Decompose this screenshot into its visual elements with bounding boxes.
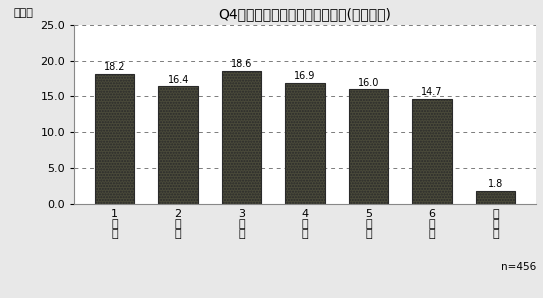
- Bar: [349, 89, 388, 204]
- Title: Q4現在国語を担当している学年(複数回答): Q4現在国語を担当している学年(複数回答): [219, 7, 392, 21]
- Text: n=456: n=456: [501, 262, 536, 272]
- Y-axis label: （％）: （％）: [13, 8, 33, 18]
- Text: 16.0: 16.0: [358, 77, 379, 88]
- Text: 16.9: 16.9: [294, 71, 315, 81]
- Text: 14.7: 14.7: [421, 87, 443, 97]
- Text: 18.2: 18.2: [104, 62, 125, 72]
- Bar: [222, 71, 261, 204]
- Bar: [95, 74, 134, 204]
- Bar: [412, 99, 452, 204]
- Text: 1.8: 1.8: [488, 179, 503, 189]
- Bar: [286, 83, 325, 204]
- Bar: [159, 86, 198, 204]
- Text: 16.4: 16.4: [167, 75, 189, 85]
- Text: 18.6: 18.6: [231, 59, 252, 69]
- Bar: [476, 191, 515, 204]
